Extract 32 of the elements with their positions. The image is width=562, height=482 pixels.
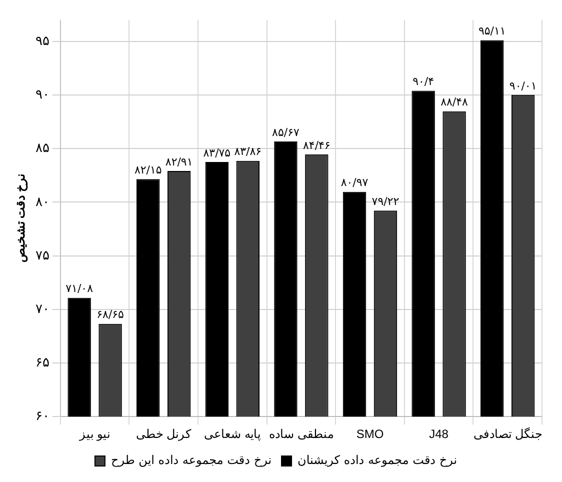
legend-label: نرخ دقت مجموعه داده کریشنان [298,453,458,468]
x-tick-label: کرنل خطی [136,427,192,442]
y-tick-label: ۷۵ [35,247,50,262]
y-tick-label: ۷۰ [35,300,50,316]
data-label: ۹۰/۰۱ [509,79,537,92]
y-axis-title: نرخ دقت تشخیص [14,174,29,263]
x-tick-label: پایه شعاعی [204,427,261,442]
data-label: ۸۸/۴۸ [440,96,468,109]
data-label: ۸۰/۹۷ [340,176,368,190]
x-tick-label: نیو بیز [78,427,110,442]
x-tick-label: منطقی ساده [269,427,334,442]
data-label: ۸۳/۸۶ [234,145,262,158]
data-label: ۶۸/۶۵ [96,308,124,322]
y-tick-label: ۸۰ [35,194,50,209]
data-label: ۹۰/۴ [412,75,434,88]
data-label: ۸۳/۷۵ [203,146,231,160]
y-tick-label: ۶۵ [35,354,50,370]
y-tick-label: ۹۵ [35,33,50,48]
x-tick-label: SMO [356,427,384,442]
data-label: ۸۲/۹۱ [165,155,193,168]
data-label: ۸۴/۴۶ [303,138,330,152]
x-tick-label: جنگل تصادفی [473,427,542,442]
data-label: ۷۱/۰۸ [66,282,94,296]
data-label: ۸۵/۶۷ [272,126,300,139]
legend-label: نرخ دقت مجموعه داده این طرح [110,453,272,468]
data-label: ۹۵/۱۱ [478,24,506,38]
y-tick-label: ۸۵ [35,140,50,156]
data-label: ۸۲/۱۵ [134,164,162,177]
x-tick-label: J48 [429,427,449,442]
y-tick-label: ۹۰ [35,86,50,102]
data-label: ۷۹/۲۲ [372,194,400,208]
y-tick-label: ۶۰ [35,408,50,424]
